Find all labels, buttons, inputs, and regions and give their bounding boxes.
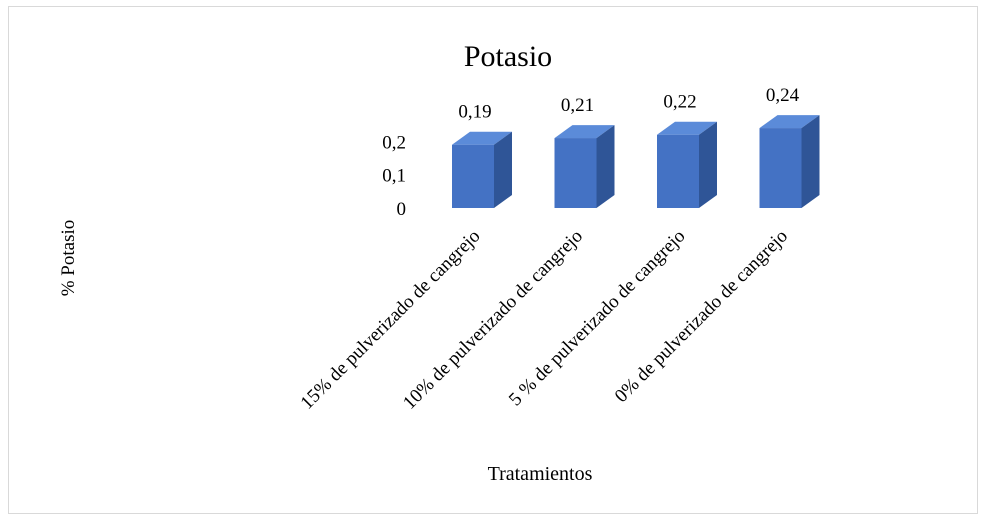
data-label: 0,21 (561, 95, 594, 116)
chart-frame (8, 6, 978, 514)
bar-front-face (759, 128, 802, 208)
y-tick-label: 0,2 (382, 132, 406, 153)
x-tick-label: 5 % de pulverizado de cangrejo (505, 226, 690, 411)
data-label: 0,19 (458, 102, 491, 123)
bar-side-face (699, 121, 717, 208)
y-tick-label: 0,1 (382, 166, 406, 187)
x-tick-label: 15% de pulverizado de cangrejo (297, 226, 485, 414)
bar-side-face (596, 125, 615, 208)
x-axis-label: Tratamientos (488, 463, 593, 485)
x-tick-label: 0% de pulverizado de cangrejo (611, 226, 792, 407)
y-axis-ticks: 0 0,1 0,2 (382, 132, 406, 220)
chart-title: Potasio (464, 40, 552, 73)
x-tick-label: 10% de pulverizado de cangrejo (399, 226, 587, 414)
bar-side-face (801, 115, 820, 208)
bar-top-face (657, 121, 717, 135)
bar-top-face (452, 131, 512, 145)
data-label: 0,22 (663, 92, 696, 113)
bar (657, 121, 717, 208)
bar-top-face (554, 125, 615, 139)
bar-front-face (452, 144, 494, 208)
y-axis-label: % Potasio (58, 220, 79, 297)
bar (452, 131, 512, 208)
bars (452, 115, 820, 208)
y-tick-label: 0 (397, 199, 407, 220)
data-labels: 0,19 0,21 0,22 0,24 (458, 85, 799, 123)
bar-front-face (657, 134, 699, 208)
bar (554, 125, 615, 208)
bar-front-face (554, 138, 597, 208)
bar-side-face (494, 131, 512, 208)
bar (759, 115, 820, 208)
bar-top-face (759, 115, 820, 129)
data-label: 0,24 (766, 85, 800, 106)
